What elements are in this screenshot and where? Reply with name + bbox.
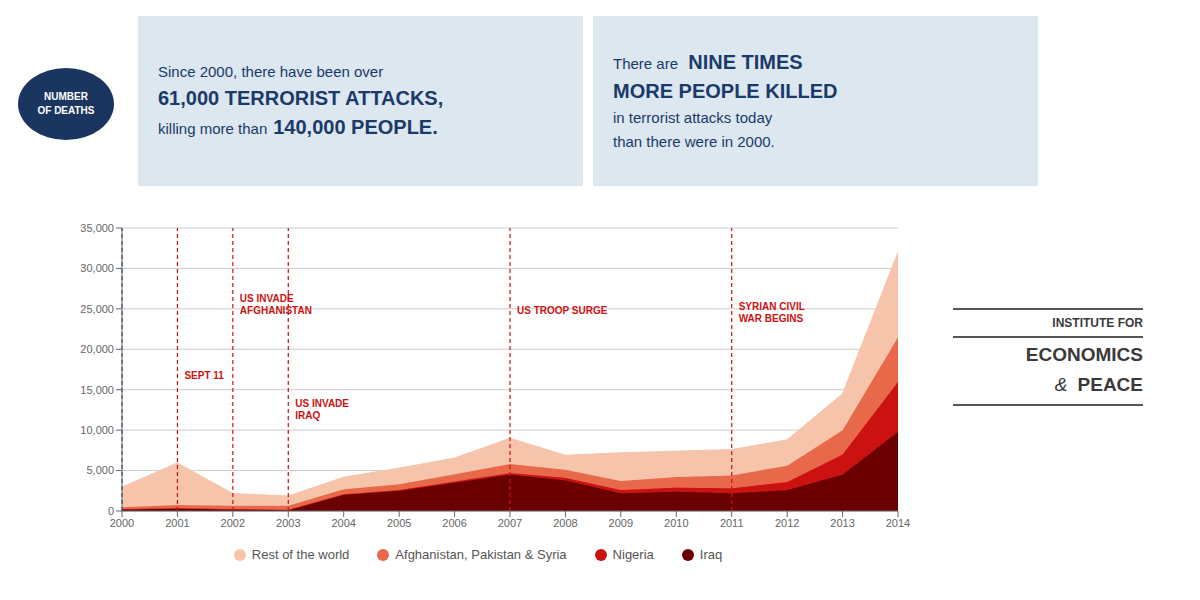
svg-text:35,000: 35,000 [80,222,114,234]
html-text:ECONOMICS: ECONOMICS [1025,344,1143,365]
html-text:in terrorist attacks today: in terrorist attacks today [613,109,773,126]
svg-text:US TROOP SURGE: US TROOP SURGE [517,305,608,316]
html-text:Rest of the world: Rest of the world [251,547,350,562]
svg-text:25,000: 25,000 [80,303,114,315]
svg-text:2009: 2009 [609,517,633,529]
html-text:There are NINE TIMES: There are NINE TIMES [613,51,803,73]
html-text:than there were in 2000.: than there were in 2000. [613,133,775,150]
html-text:INSTITUTE FOR: INSTITUTE FOR [1052,316,1143,330]
svg-text:0: 0 [108,505,114,517]
svg-text:2007: 2007 [498,517,522,529]
svg-text:2004: 2004 [331,517,355,529]
svg-text:SEPT 11: SEPT 11 [184,370,224,381]
svg-text:2014: 2014 [886,517,910,529]
svg-text:2001: 2001 [165,517,189,529]
svg-text:US INVADEIRAQ: US INVADEIRAQ [295,398,349,421]
svg-text:US INVADEAFGHANISTAN: US INVADEAFGHANISTAN [240,293,312,316]
html-text:PEACE: PEACE [1077,374,1143,395]
svg-text:10,000: 10,000 [80,424,114,436]
svg-text:30,000: 30,000 [80,262,114,274]
svg-text:2011: 2011 [720,517,744,529]
html-text:NUMBER: NUMBER [44,91,88,102]
html-text:killing more than 140,000 PEOP: killing more than 140,000 PEOPLE. [158,116,438,138]
svg-text:2006: 2006 [442,517,466,529]
svg-text:2003: 2003 [276,517,300,529]
svg-text:SYRIAN CIVILWAR BEGINS: SYRIAN CIVILWAR BEGINS [739,301,805,324]
svg-text:2002: 2002 [221,517,245,529]
html-text:Nigeria: Nigeria [612,547,654,562]
svg-text:20,000: 20,000 [80,343,114,355]
html-text:Since 2000, there have been ov: Since 2000, there have been over [158,63,384,80]
svg-text:2012: 2012 [775,517,799,529]
svg-text:2008: 2008 [553,517,577,529]
svg-text:2000: 2000 [110,517,134,529]
html-text:Iraq: Iraq [699,547,723,562]
svg-text:2005: 2005 [387,517,411,529]
html-text:MORE PEOPLE KILLED: MORE PEOPLE KILLED [613,80,838,102]
html-text:61,000 TERRORIST ATTACKS,: 61,000 TERRORIST ATTACKS, [158,87,444,109]
html-text:OF DEATHS: OF DEATHS [37,105,95,116]
svg-text:5,000: 5,000 [86,464,114,476]
svg-text:15,000: 15,000 [80,384,114,396]
svg-text:2010: 2010 [664,517,688,529]
html-text:Afghanistan, Pakistan & Syria: Afghanistan, Pakistan & Syria [395,547,567,562]
svg-text:2013: 2013 [830,517,854,529]
